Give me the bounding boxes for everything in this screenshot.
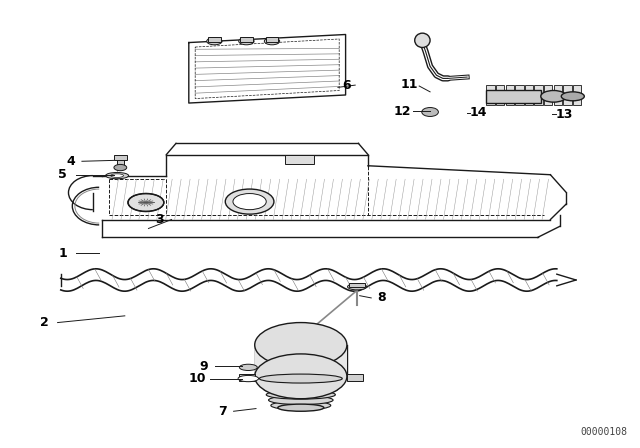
Ellipse shape (422, 108, 438, 116)
Bar (515, 85, 524, 105)
Ellipse shape (541, 90, 566, 102)
Text: 1: 1 (58, 246, 67, 260)
Text: 12: 12 (393, 104, 411, 118)
Ellipse shape (128, 194, 164, 211)
Bar (255, 345, 347, 376)
Polygon shape (239, 374, 255, 381)
Bar (563, 85, 572, 105)
Bar (114, 155, 127, 160)
Ellipse shape (264, 385, 338, 394)
Ellipse shape (111, 174, 124, 177)
Bar (525, 85, 533, 105)
Ellipse shape (264, 38, 280, 45)
Ellipse shape (233, 194, 266, 210)
Ellipse shape (262, 379, 340, 388)
Ellipse shape (255, 354, 347, 399)
Bar (544, 85, 552, 105)
Bar (117, 158, 124, 168)
Ellipse shape (207, 38, 222, 45)
Bar (349, 283, 365, 287)
Bar (266, 37, 278, 42)
Ellipse shape (266, 390, 335, 399)
Polygon shape (347, 374, 363, 381)
Ellipse shape (348, 284, 367, 290)
Bar (534, 85, 543, 105)
Ellipse shape (271, 401, 331, 410)
Text: 8: 8 (377, 291, 386, 305)
Text: 9: 9 (199, 360, 208, 373)
Bar (240, 37, 253, 42)
Ellipse shape (238, 375, 259, 382)
Text: 00000108: 00000108 (580, 427, 627, 437)
Ellipse shape (259, 374, 342, 383)
Bar (573, 85, 581, 105)
Ellipse shape (114, 164, 127, 171)
Text: 14: 14 (470, 106, 488, 120)
Text: 5: 5 (58, 168, 67, 181)
Bar (496, 85, 504, 105)
Ellipse shape (239, 38, 254, 45)
Ellipse shape (239, 364, 257, 370)
Ellipse shape (561, 92, 584, 101)
Text: 7: 7 (218, 405, 227, 418)
Bar (208, 37, 221, 42)
Ellipse shape (278, 404, 324, 411)
Text: 4: 4 (66, 155, 75, 168)
Text: 13: 13 (556, 108, 573, 121)
Ellipse shape (255, 323, 347, 367)
Text: 11: 11 (401, 78, 419, 91)
Bar (285, 155, 314, 164)
Ellipse shape (106, 172, 129, 179)
Ellipse shape (225, 189, 274, 214)
Text: 2: 2 (40, 316, 49, 329)
Text: 3: 3 (156, 213, 164, 226)
Bar (486, 90, 541, 103)
Bar (554, 85, 562, 105)
Ellipse shape (269, 396, 333, 405)
Text: 10: 10 (188, 372, 206, 385)
Ellipse shape (415, 33, 430, 47)
Bar (486, 85, 495, 105)
Bar (506, 85, 514, 105)
Text: 6: 6 (342, 78, 351, 92)
